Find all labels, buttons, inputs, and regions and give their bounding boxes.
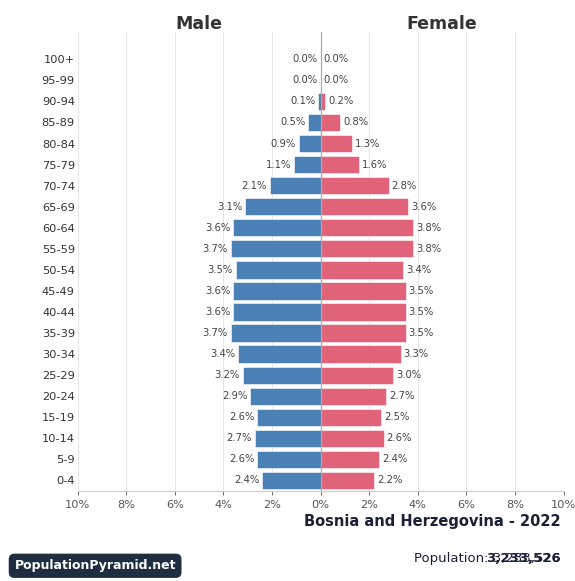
Bar — [321, 282, 405, 300]
Text: 3.1%: 3.1% — [217, 202, 242, 211]
Text: 3,233,526: 3,233,526 — [486, 552, 561, 565]
Text: 0.9%: 0.9% — [270, 138, 296, 149]
Text: 0.0%: 0.0% — [324, 55, 348, 64]
Text: 2.4%: 2.4% — [382, 454, 407, 464]
Bar — [321, 156, 359, 173]
Bar — [321, 93, 325, 110]
Text: 2.8%: 2.8% — [392, 181, 417, 191]
Text: 2.2%: 2.2% — [377, 475, 402, 485]
Bar — [233, 303, 321, 321]
Bar — [294, 156, 321, 173]
Text: 0.1%: 0.1% — [290, 96, 315, 106]
Bar — [270, 177, 321, 194]
Text: 1.1%: 1.1% — [266, 160, 291, 170]
Text: 3.8%: 3.8% — [416, 244, 441, 254]
Text: 0.0%: 0.0% — [293, 55, 317, 64]
Text: 3.7%: 3.7% — [202, 328, 228, 338]
Text: Population: 3,233,526: Population: 3,233,526 — [414, 552, 561, 565]
Text: 3.5%: 3.5% — [408, 307, 434, 317]
Bar — [321, 198, 408, 216]
Text: 2.9%: 2.9% — [222, 391, 247, 401]
Bar — [298, 135, 321, 152]
Text: 0.2%: 0.2% — [328, 96, 354, 106]
Bar — [321, 346, 401, 363]
Text: 0.5%: 0.5% — [280, 117, 305, 127]
Text: 2.5%: 2.5% — [384, 413, 409, 422]
Text: Bosnia and Herzegovina - 2022: Bosnia and Herzegovina - 2022 — [304, 514, 561, 529]
Text: 3.6%: 3.6% — [411, 202, 436, 211]
Bar — [321, 472, 374, 489]
Bar — [246, 198, 321, 216]
Text: 3.6%: 3.6% — [205, 223, 230, 233]
Bar — [258, 408, 321, 426]
Text: 0.8%: 0.8% — [343, 117, 368, 127]
Bar — [318, 93, 321, 110]
Bar — [321, 261, 403, 278]
Text: 0.0%: 0.0% — [324, 76, 348, 85]
Text: Male: Male — [175, 15, 223, 33]
Text: 3.6%: 3.6% — [205, 286, 230, 296]
Text: 3.6%: 3.6% — [205, 307, 230, 317]
Bar — [231, 324, 321, 342]
Bar — [321, 177, 389, 194]
Bar — [233, 219, 321, 236]
Bar — [321, 114, 340, 131]
Bar — [231, 240, 321, 257]
Bar — [262, 472, 321, 489]
Bar — [321, 324, 405, 342]
Bar — [255, 430, 321, 447]
Text: 3.0%: 3.0% — [396, 370, 421, 380]
Text: 2.6%: 2.6% — [229, 413, 255, 422]
Bar — [321, 219, 413, 236]
Text: 2.6%: 2.6% — [229, 454, 255, 464]
Bar — [233, 282, 321, 300]
Bar — [321, 451, 379, 468]
Bar — [308, 114, 321, 131]
Text: 3.4%: 3.4% — [406, 265, 431, 275]
Text: 2.7%: 2.7% — [227, 433, 252, 443]
Bar — [250, 388, 321, 405]
Text: 3.3%: 3.3% — [404, 349, 429, 359]
Bar — [321, 240, 413, 257]
Bar — [321, 408, 381, 426]
Text: 1.6%: 1.6% — [362, 160, 388, 170]
Text: 2.6%: 2.6% — [386, 433, 412, 443]
Text: 3.7%: 3.7% — [202, 244, 228, 254]
Bar — [321, 303, 405, 321]
Bar — [258, 451, 321, 468]
Text: 2.1%: 2.1% — [242, 181, 267, 191]
Text: 1.3%: 1.3% — [355, 138, 380, 149]
Bar — [321, 135, 352, 152]
Text: 2.7%: 2.7% — [389, 391, 415, 401]
Bar — [238, 346, 321, 363]
Text: 3.5%: 3.5% — [408, 286, 434, 296]
Text: PopulationPyramid.net: PopulationPyramid.net — [14, 560, 176, 572]
Bar — [236, 261, 321, 278]
Text: 3.5%: 3.5% — [208, 265, 233, 275]
Text: 2.4%: 2.4% — [234, 475, 259, 485]
Text: 3.2%: 3.2% — [214, 370, 240, 380]
Text: Female: Female — [407, 15, 477, 33]
Text: 3.8%: 3.8% — [416, 223, 441, 233]
Bar — [321, 367, 393, 384]
Bar — [243, 367, 321, 384]
Bar — [321, 430, 384, 447]
Bar — [321, 388, 386, 405]
Text: 3.5%: 3.5% — [408, 328, 434, 338]
Text: 0.0%: 0.0% — [293, 76, 317, 85]
Text: 3.4%: 3.4% — [210, 349, 235, 359]
